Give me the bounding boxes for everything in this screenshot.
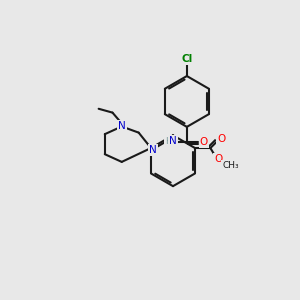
Text: H: H bbox=[165, 137, 172, 146]
Text: O: O bbox=[217, 134, 225, 144]
Text: Cl: Cl bbox=[181, 54, 193, 64]
Text: N: N bbox=[149, 145, 157, 154]
Text: N: N bbox=[169, 136, 177, 146]
Text: O: O bbox=[200, 137, 208, 147]
Text: N: N bbox=[118, 121, 126, 131]
Text: O: O bbox=[214, 154, 222, 164]
Text: CH₃: CH₃ bbox=[222, 161, 239, 170]
